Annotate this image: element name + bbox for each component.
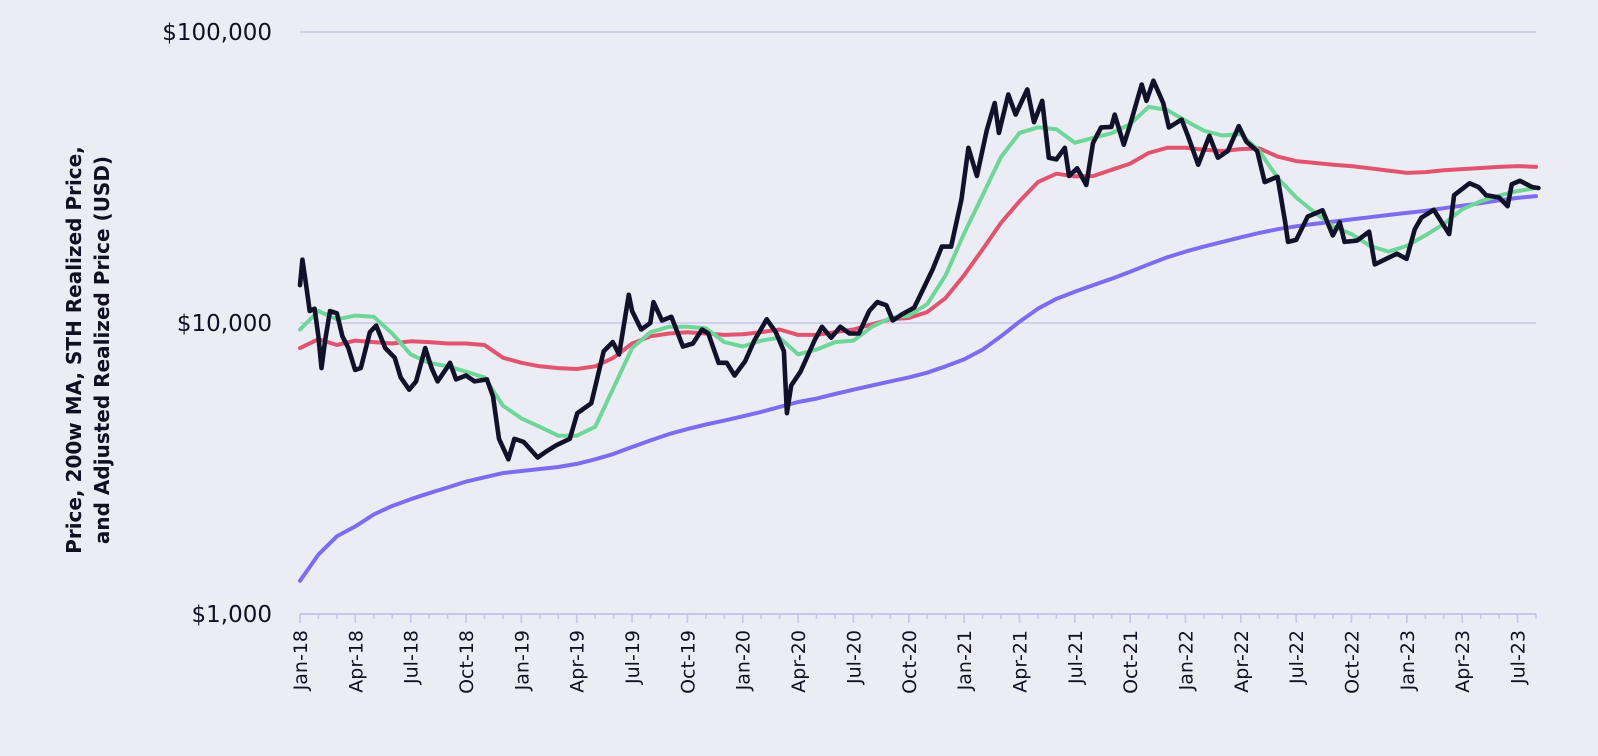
series-lines bbox=[297, 78, 1541, 583]
x-tick-label: Jan-20 bbox=[733, 630, 755, 691]
x-tick-label: Oct-18 bbox=[456, 630, 478, 694]
x-tick-label: Oct-22 bbox=[1342, 630, 1364, 694]
series-line-4 bbox=[297, 78, 1541, 462]
x-tick-label: Jul-20 bbox=[843, 630, 865, 685]
x-tick-labels: Jan-18 Apr-18 Jul-18 Oct-18 Jan-19 Apr-19 Jul-… bbox=[290, 630, 1530, 694]
series-line-2 bbox=[298, 145, 1538, 371]
x-tick-label: Jan-21 bbox=[954, 630, 976, 691]
x-tick-label: Apr-18 bbox=[345, 630, 367, 693]
y-axis: $1,000 $10,000 $100,000 bbox=[162, 20, 272, 628]
x-tick-label: Oct-20 bbox=[899, 630, 921, 694]
series-line-1 bbox=[298, 194, 1538, 583]
y-tick-label: $100,000 bbox=[162, 20, 272, 46]
x-tick-label: Oct-19 bbox=[677, 630, 699, 694]
x-tick-label: Jan-23 bbox=[1397, 630, 1419, 691]
x-tick-label: Jul-22 bbox=[1286, 630, 1308, 685]
series-line-3 bbox=[298, 104, 1538, 438]
x-tick-label: Apr-19 bbox=[567, 630, 589, 693]
grid-lines bbox=[300, 31, 1536, 324]
y-axis-label-line: and Adjusted Realized Price (USD) bbox=[90, 156, 114, 544]
x-tick-label: Jul-21 bbox=[1065, 630, 1087, 685]
x-tick-label: Jan-18 bbox=[290, 630, 312, 691]
x-axis bbox=[299, 613, 1537, 623]
y-axis-label: Price, 200w MA, STH Realized Price, and A… bbox=[62, 146, 114, 554]
x-tick-label: Oct-21 bbox=[1120, 630, 1142, 694]
x-tick-label: Jan-22 bbox=[1175, 630, 1197, 691]
x-tick-label: Jul-19 bbox=[622, 630, 644, 685]
x-tick-label: Jan-19 bbox=[511, 630, 533, 691]
y-tick-label: $1,000 bbox=[192, 602, 272, 628]
x-tick-label: Apr-22 bbox=[1231, 630, 1253, 693]
x-tick-label: Jul-23 bbox=[1508, 630, 1530, 685]
x-tick-label: Apr-21 bbox=[1009, 630, 1031, 693]
x-tick-label: Apr-20 bbox=[788, 630, 810, 693]
y-axis-label-line: Price, 200w MA, STH Realized Price, bbox=[62, 146, 86, 554]
x-tick-label: Jul-18 bbox=[401, 630, 423, 685]
y-tick-label: $10,000 bbox=[177, 311, 272, 337]
x-tick-label: Apr-23 bbox=[1452, 630, 1474, 693]
